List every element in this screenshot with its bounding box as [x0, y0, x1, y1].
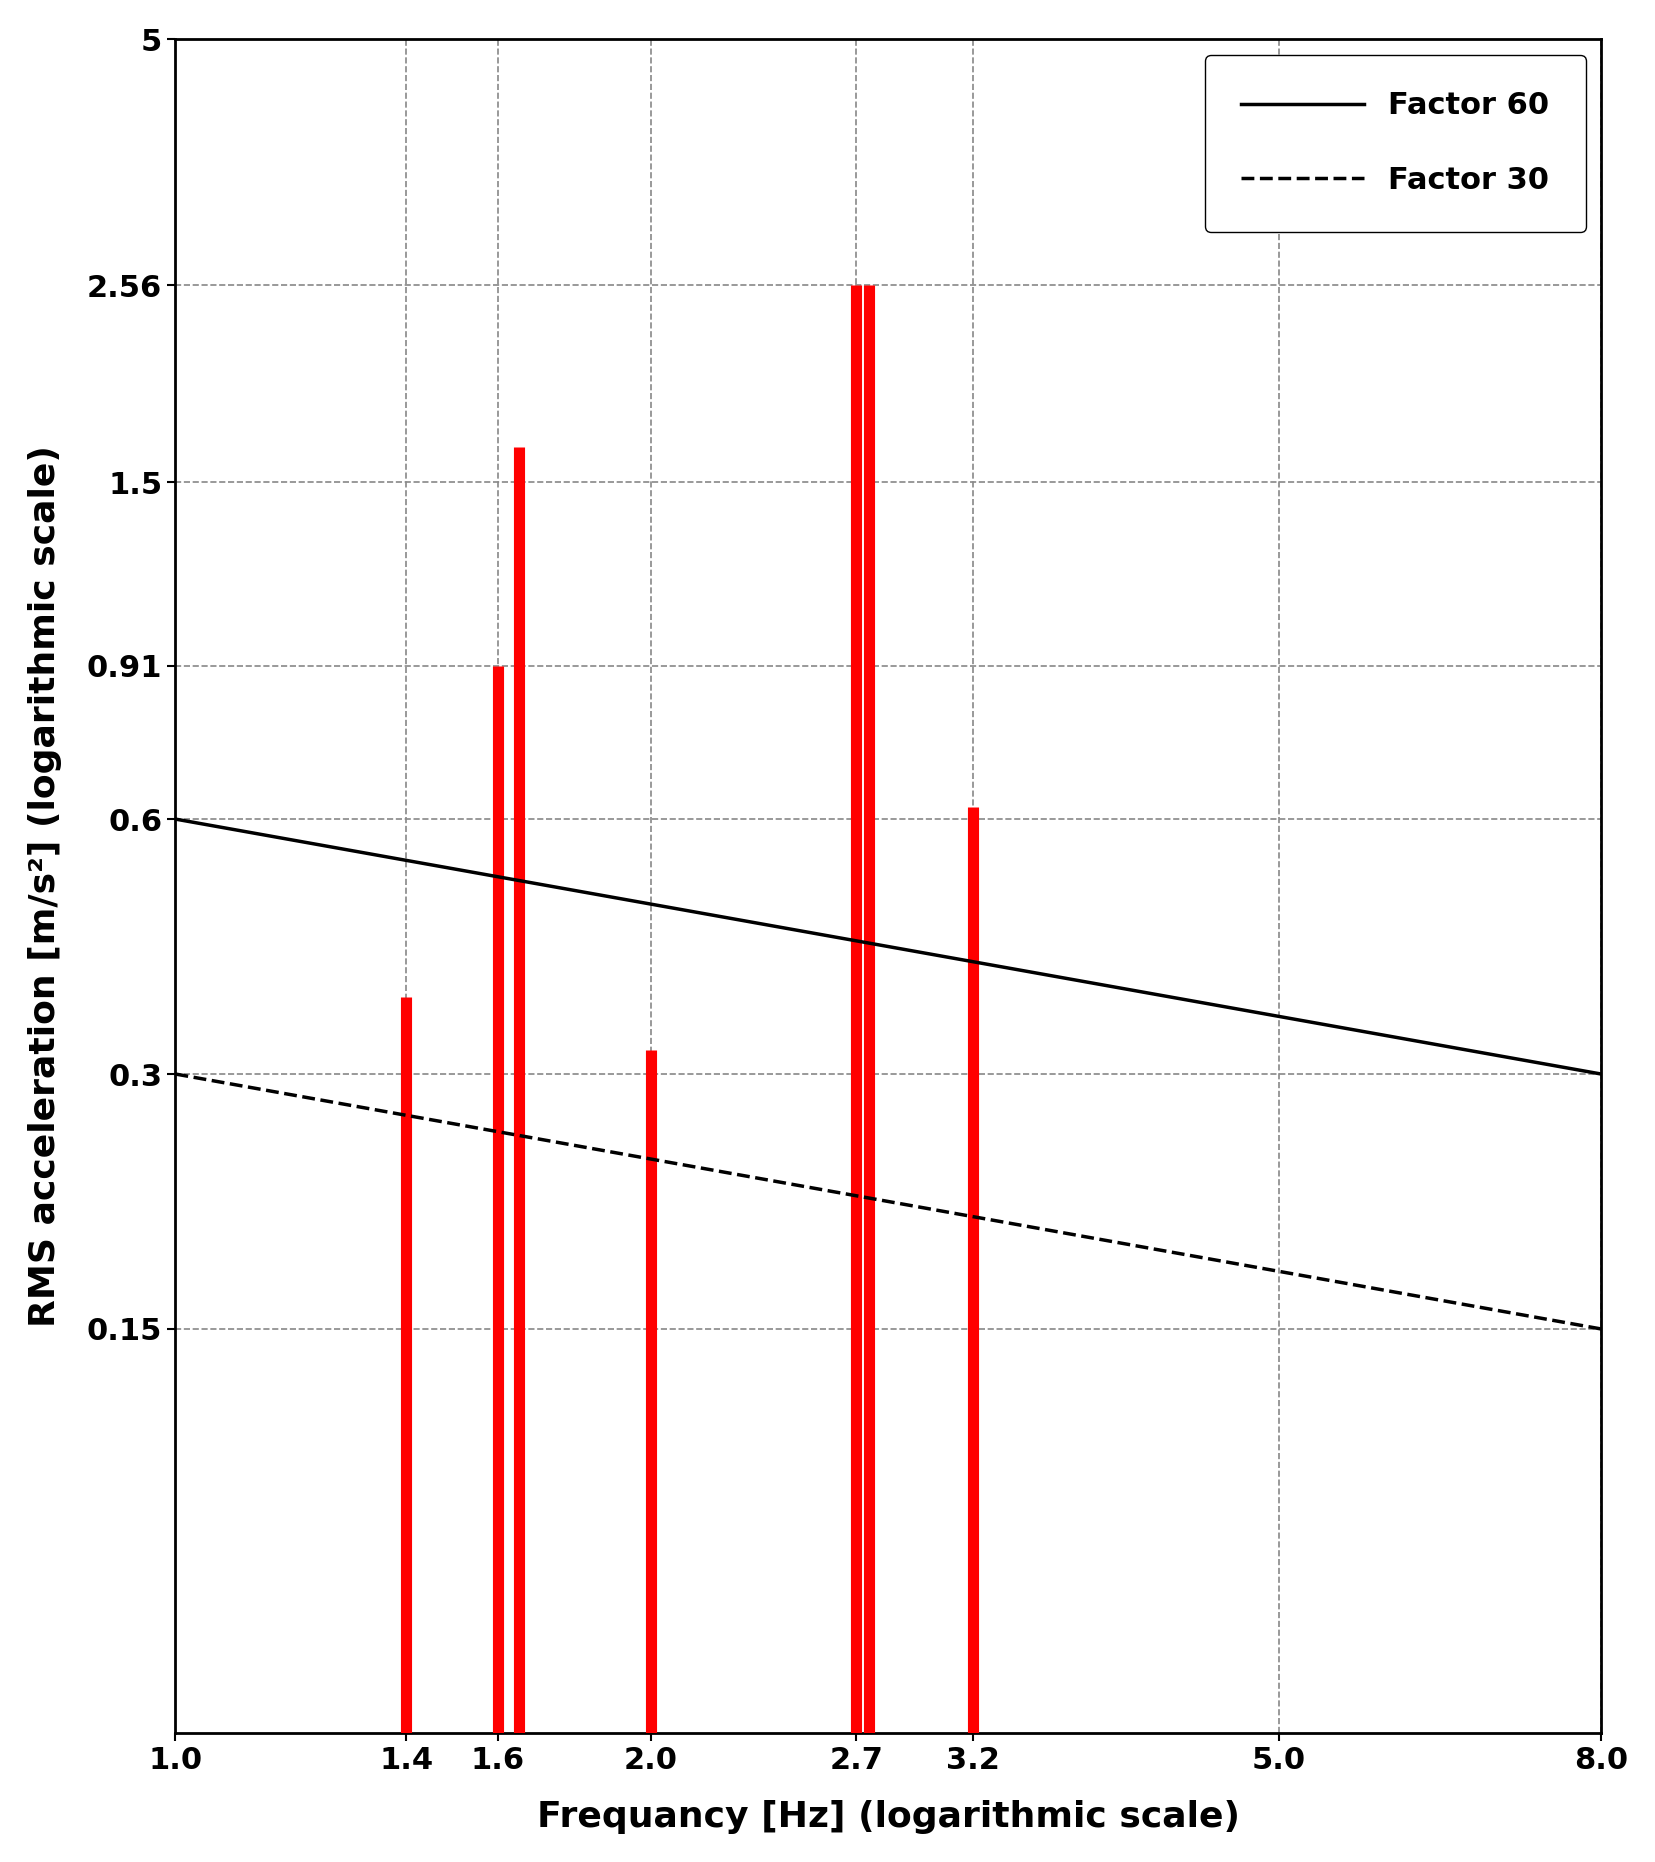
Y-axis label: RMS acceleration [m/s²] (logarithmic scale): RMS acceleration [m/s²] (logarithmic sca… [28, 445, 61, 1328]
X-axis label: Frequancy [Hz] (logarithmic scale): Frequancy [Hz] (logarithmic scale) [536, 1801, 1240, 1834]
Legend: Factor 60, Factor 30: Factor 60, Factor 30 [1205, 54, 1585, 231]
